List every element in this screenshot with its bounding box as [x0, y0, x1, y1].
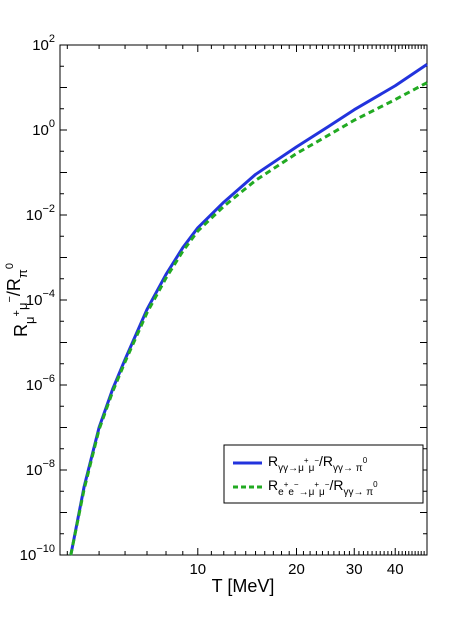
x-tick-label: 10	[189, 561, 206, 578]
legend-label-series-2: Re+e−→μ+μ−/Rγγ→ π0	[268, 477, 378, 498]
y-tick-label: 10−4	[26, 288, 55, 309]
series-layer	[69, 63, 428, 556]
y-axis-ticks: 10−10 10−8 10−6 10−4 10−2 100 102	[20, 33, 427, 564]
y-tick-label: 10−10	[20, 543, 55, 564]
y-tick-label: 10−6	[26, 373, 55, 394]
y-tick-label: 10−8	[26, 458, 55, 479]
legend-label-series-1: Rγγ→μ+μ−/Rγγ→ π0	[268, 453, 368, 474]
legend-label-series-1-r: R	[268, 453, 278, 469]
legend-box	[223, 444, 424, 504]
y-tick-label: 102	[32, 33, 55, 54]
legend: Rγγ→μ+μ−/Rγγ→ π0 Re+e−→μ+μ−/Rγγ→ π0	[223, 444, 424, 504]
x-tick-label: 30	[346, 561, 363, 578]
y-tick-label: 10−2	[26, 203, 55, 224]
x-axis-ticks: 10 20 30 40	[66, 45, 428, 578]
x-axis-label: T [MeV]	[212, 576, 275, 596]
x-tick-label: 40	[387, 561, 404, 578]
legend-label-series-2-r: R	[268, 477, 278, 493]
x-tick-label: 20	[288, 561, 305, 578]
y-tick-label: 100	[32, 118, 55, 139]
